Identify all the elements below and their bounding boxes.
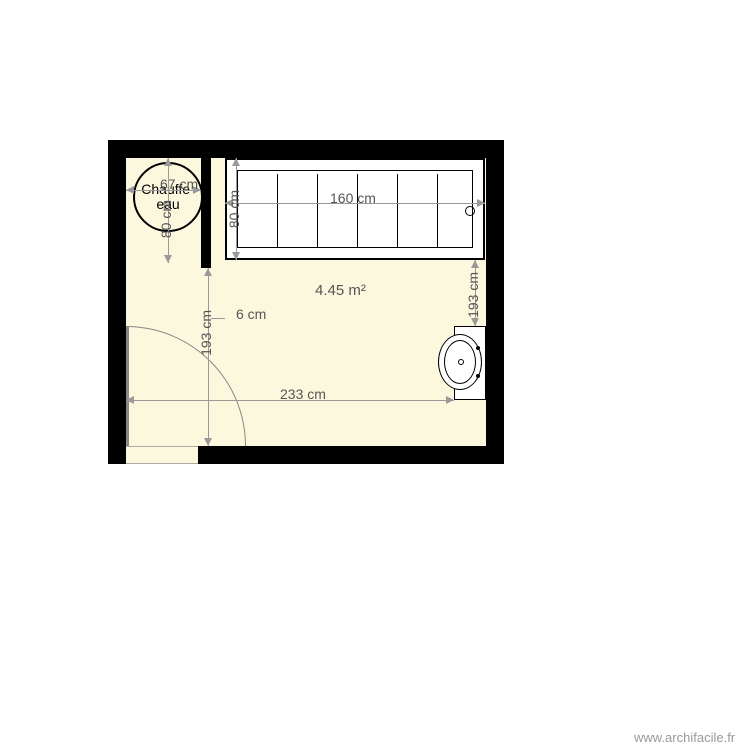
dim-arrow	[204, 438, 212, 446]
dim-arrow	[126, 396, 134, 404]
dim-arrow	[164, 255, 172, 263]
sink-faucet	[476, 374, 480, 378]
door-leaf	[126, 326, 129, 446]
dim-arrow	[471, 260, 479, 268]
dim-right-193: 193 cm	[465, 272, 481, 318]
dim-width-233: 233 cm	[280, 386, 326, 402]
tub-stripe	[277, 174, 278, 248]
room-area-label: 4.45 m²	[315, 282, 366, 299]
dim-arrow	[164, 158, 172, 166]
sink	[454, 326, 486, 400]
bathtub	[225, 158, 485, 260]
watermark: www.archifacile.fr	[634, 730, 735, 745]
sink-drain	[458, 359, 464, 365]
dim-heater-w: 67 cm	[160, 176, 198, 192]
dim-line	[208, 268, 209, 446]
dim-arrow	[126, 186, 134, 194]
dim-gap-6: 6 cm	[236, 306, 266, 322]
tub-stripe	[357, 174, 358, 248]
dim-line	[211, 318, 225, 319]
dim-tub-w: 160 cm	[330, 190, 376, 206]
tub-stripe	[437, 174, 438, 248]
tub-stripe	[397, 174, 398, 248]
partition-wall	[201, 158, 211, 268]
bathtub-drain	[465, 206, 475, 216]
dim-arrow	[471, 318, 479, 326]
dim-left-193: 193 cm	[198, 310, 214, 356]
dim-arrow	[232, 252, 240, 260]
door-opening	[126, 446, 198, 464]
dim-tub-h: 80 cm	[226, 190, 242, 228]
tub-stripe	[317, 174, 318, 248]
sink-faucet	[476, 346, 480, 350]
dim-arrow	[204, 268, 212, 276]
dim-arrow	[446, 396, 454, 404]
dim-arrow	[477, 199, 485, 207]
dim-arrow	[232, 158, 240, 166]
dim-heater-h: 80 cm	[158, 200, 174, 238]
floorplan-canvas: Chauffe- eau 4.45 m² 67 cm 80 cm 160 cm …	[0, 0, 750, 750]
